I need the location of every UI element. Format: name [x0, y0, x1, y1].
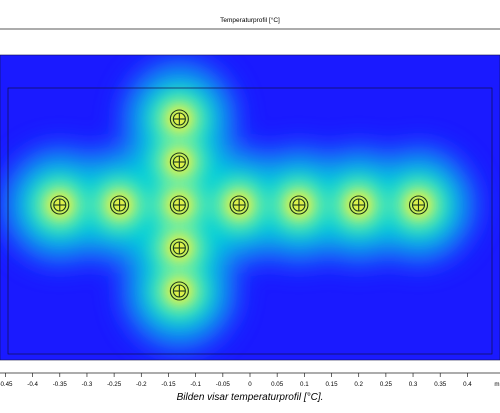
x-tick-label: -0.4 [27, 381, 38, 388]
x-tick-label: -0.2 [136, 381, 147, 388]
heat-source-marker [408, 195, 429, 215]
x-tick-label: 0.3 [409, 381, 418, 388]
heatmap-field [0, 55, 500, 360]
heat-source-marker [169, 109, 189, 129]
x-tick-label: -0.05 [216, 381, 231, 388]
heat-halo-mid [15, 75, 463, 335]
x-tick-label: -0.45 [0, 381, 13, 388]
x-tick-label: 0.05 [271, 381, 284, 388]
heat-source-marker [289, 195, 309, 215]
x-tick-label: -0.1 [190, 381, 201, 388]
heat-source-marker [50, 195, 70, 215]
x-tick-label: 0.25 [380, 381, 393, 388]
heat-source-marker [169, 281, 189, 301]
x-tick-label: 0.2 [354, 381, 363, 388]
x-tick-label: -0.15 [161, 381, 176, 388]
x-tick-label: m [494, 381, 499, 388]
caption: Bilden visar temperaturprofil [°C]. [176, 392, 324, 403]
heat-source-marker [169, 195, 189, 215]
x-tick-label: 0.1 [300, 381, 309, 388]
x-tick-label: 0.15 [325, 381, 338, 388]
x-tick-label: 0.35 [434, 381, 447, 388]
x-tick-label: 0 [248, 381, 252, 388]
heat-source-marker [169, 152, 189, 172]
x-tick-label: 0.4 [463, 381, 472, 388]
heat-source-marker [349, 195, 369, 215]
heat-source-marker [110, 195, 130, 215]
domain-outline-inner [7, 87, 493, 355]
x-tick-label: -0.35 [53, 381, 68, 388]
heat-source-marker [229, 195, 249, 215]
x-tick-label: -0.3 [82, 381, 93, 388]
x-tick-label: -0.25 [107, 381, 122, 388]
heat-source-marker [169, 238, 189, 258]
domain-outline-outer [0, 54, 500, 361]
chart-title: Temperaturprofil [°C] [220, 16, 280, 24]
